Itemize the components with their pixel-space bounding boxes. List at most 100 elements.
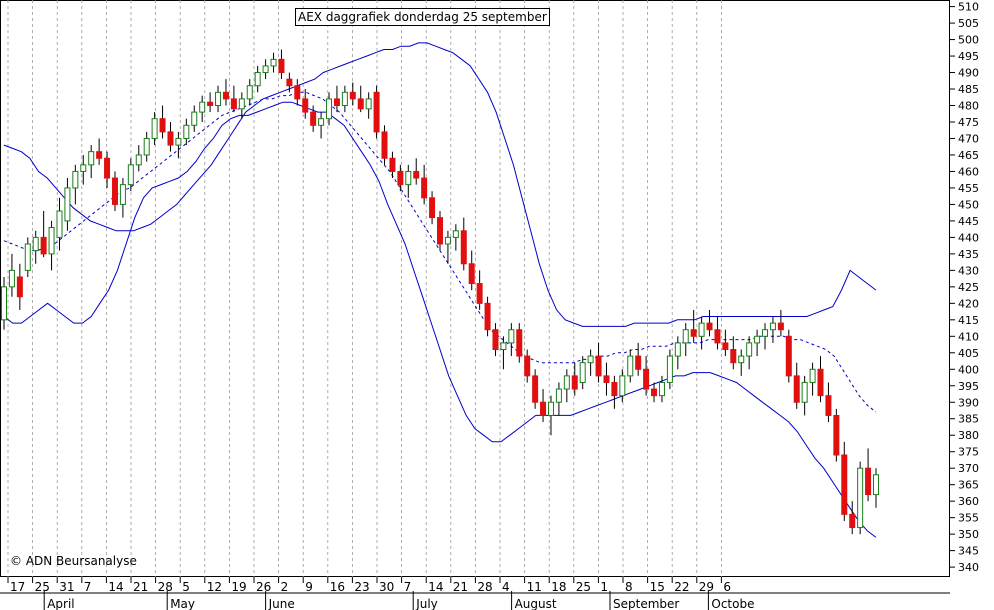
- candle: [865, 448, 872, 502]
- candle: [341, 85, 348, 113]
- bollinger-bands: [3, 42, 877, 538]
- candle: [389, 151, 396, 179]
- y-tick-label: 390: [958, 396, 979, 409]
- candle: [238, 92, 245, 119]
- y-tick-label: 405: [958, 347, 979, 360]
- copyright-note: © ADN Beursanalyse: [10, 554, 137, 568]
- candle: [222, 79, 229, 106]
- x-tick-label: 25: [576, 580, 591, 594]
- candle: [651, 382, 658, 403]
- candle: [833, 408, 840, 462]
- month-label: April: [47, 597, 74, 610]
- candle: [587, 349, 594, 376]
- candle: [571, 362, 578, 396]
- candle: [183, 118, 190, 146]
- candle: [1, 276, 7, 330]
- candle: [381, 125, 388, 165]
- y-tick-label: 420: [958, 297, 979, 310]
- month-label: July: [415, 597, 438, 610]
- y-tick-label: 435: [958, 248, 979, 261]
- candle: [452, 224, 459, 251]
- candle: [873, 468, 879, 508]
- candle: [460, 217, 467, 271]
- x-tick-label: 14: [108, 580, 123, 594]
- candle: [310, 105, 317, 132]
- x-tick-label: 8: [625, 580, 633, 594]
- x-tick-label: 19: [231, 580, 246, 594]
- x-tick-label: 2: [281, 580, 289, 594]
- candle: [793, 362, 800, 409]
- y-tick-label: 475: [958, 116, 979, 129]
- candle: [722, 329, 729, 357]
- candle: [762, 323, 769, 350]
- candle: [326, 92, 333, 126]
- candle: [151, 112, 158, 146]
- candle: [730, 336, 737, 370]
- candle: [88, 145, 95, 179]
- candle: [64, 178, 71, 231]
- candle: [333, 85, 340, 113]
- candle: [230, 85, 237, 113]
- candle: [785, 329, 792, 383]
- candles: [1, 49, 879, 535]
- candle: [817, 356, 824, 403]
- candle: [373, 85, 380, 139]
- candle: [294, 79, 301, 106]
- y-tick-label: 345: [958, 545, 979, 558]
- x-tick-label: 30: [379, 580, 394, 594]
- x-tick-label: 21: [133, 580, 148, 594]
- x-tick-label: 11: [527, 580, 542, 594]
- candle: [111, 171, 118, 212]
- y-tick-label: 340: [958, 561, 979, 574]
- y-tick-label: 485: [958, 83, 979, 96]
- candle: [682, 323, 689, 357]
- x-tick-label: 18: [551, 580, 566, 594]
- candle: [746, 336, 753, 370]
- candle: [32, 230, 39, 264]
- candle: [397, 164, 404, 192]
- candle: [857, 461, 864, 535]
- candle: [627, 349, 634, 383]
- candle: [207, 92, 214, 113]
- candle: [72, 164, 79, 205]
- y-tick-label: 495: [958, 50, 979, 63]
- candle: [159, 105, 166, 139]
- candle: [508, 323, 515, 357]
- x-tick-label: 9: [305, 580, 313, 594]
- candle: [754, 329, 761, 357]
- month-label: August: [515, 597, 557, 610]
- candle: [357, 85, 364, 113]
- x-tick-label: 1: [600, 580, 608, 594]
- y-tick-label: 460: [958, 165, 979, 178]
- candle: [714, 316, 721, 350]
- candle: [24, 237, 31, 277]
- candle: [56, 197, 63, 251]
- x-tick-label: 6: [723, 580, 731, 594]
- candle: [643, 356, 650, 396]
- candle: [516, 323, 523, 363]
- candle: [421, 164, 428, 205]
- candle: [658, 375, 665, 403]
- y-tick-label: 380: [958, 429, 979, 442]
- band-lower-line: [3, 101, 877, 538]
- candle: [8, 253, 15, 297]
- candle: [270, 52, 277, 73]
- candle: [603, 362, 610, 396]
- y-tick-label: 455: [958, 182, 979, 195]
- candle: [738, 349, 745, 376]
- candle: [167, 121, 174, 152]
- band-upper-line: [3, 42, 877, 327]
- candle: [96, 138, 103, 165]
- candle: [119, 178, 126, 218]
- candle: [500, 336, 507, 370]
- candle: [135, 145, 142, 172]
- candle: [595, 342, 602, 383]
- y-tick-label: 415: [958, 314, 979, 327]
- candle: [809, 362, 816, 396]
- candle: [413, 158, 420, 185]
- y-tick-label: 430: [958, 264, 979, 277]
- y-tick-label: 480: [958, 100, 979, 113]
- x-tick-label: 23: [354, 580, 369, 594]
- candle: [175, 131, 182, 159]
- candle: [80, 154, 87, 185]
